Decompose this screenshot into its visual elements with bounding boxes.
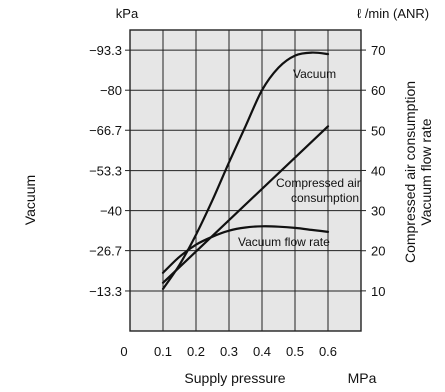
series-label-air-consumption-line-1: Compressed air: [276, 176, 361, 190]
x-tick-label: 0.3: [220, 344, 238, 359]
right-tick-label: 50: [371, 123, 385, 138]
series-curves: [161, 51, 330, 290]
x-tick-label: 0.1: [154, 344, 172, 359]
left-tick-label: −66.7: [89, 123, 122, 138]
left-tick-label: −13.3: [89, 284, 122, 299]
left-tick-label: −93.3: [89, 43, 122, 58]
right-axis-title-line-2: Vacuum flow rate: [418, 118, 434, 225]
left-tick-label: −53.3: [89, 164, 122, 179]
right-tick-label: 20: [371, 244, 385, 259]
right-tick-label: 60: [371, 83, 385, 98]
series-label-vacuum-flow-rate: Vacuum flow rate: [238, 235, 330, 249]
left-axis-title: Vacuum: [22, 175, 38, 225]
grid-lines: [125, 30, 366, 331]
right-tick-label: 30: [371, 204, 385, 219]
right-axis-unit: ℓ /min (ANR): [357, 6, 429, 21]
left-tick-label: −40: [100, 204, 122, 219]
x-tick-label: 0.6: [319, 344, 337, 359]
x-origin-label: 0: [120, 344, 127, 359]
left-tick-label: −26.7: [89, 244, 122, 259]
right-tick-label: 70: [371, 43, 385, 58]
tick-labels: 0.1 0.2 0.3 0.4 0.5 0.6 −13.3 −26.7 −40 −53.3 −66.…: [89, 43, 385, 359]
right-tick-label: 40: [371, 163, 385, 178]
right-tick-label: 10: [371, 284, 385, 299]
vacuum-flow-rate-curve: [161, 225, 330, 274]
series-label-vacuum: Vacuum: [293, 67, 336, 81]
x-axis-unit: MPa: [348, 370, 377, 386]
series-label-air-consumption-line-2: consumption: [291, 191, 359, 205]
x-axis-title: Supply pressure: [184, 370, 285, 386]
vacuum-curve: [161, 51, 330, 290]
air-consumption-line: [161, 125, 330, 284]
x-tick-label: 0.2: [187, 344, 205, 359]
right-axis-title-line-1: Compressed air consumption: [402, 81, 418, 263]
x-tick-label: 0.4: [253, 344, 271, 359]
left-axis-unit: kPa: [116, 6, 139, 21]
left-tick-label: −80: [100, 83, 122, 98]
x-tick-label: 0.5: [286, 344, 304, 359]
